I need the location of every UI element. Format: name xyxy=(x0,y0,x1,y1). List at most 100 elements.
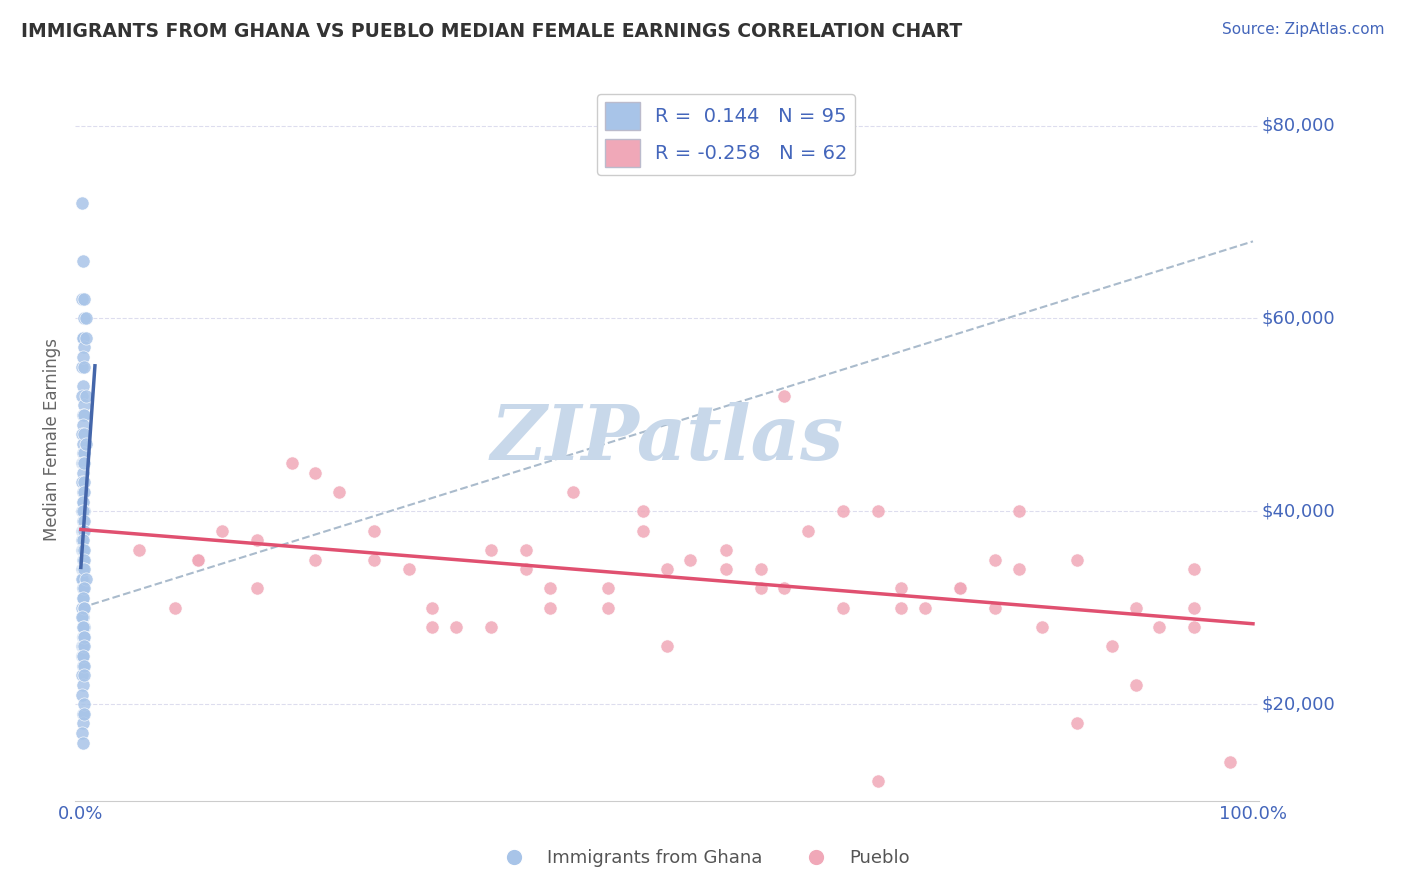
Point xyxy=(73,697,96,711)
Point xyxy=(70,456,93,470)
Point xyxy=(363,524,385,538)
Point xyxy=(73,620,96,634)
Point xyxy=(984,600,1007,615)
Point xyxy=(70,572,93,586)
Point xyxy=(73,552,96,566)
Point xyxy=(479,542,502,557)
Point xyxy=(72,716,94,731)
Point xyxy=(1182,600,1205,615)
Point xyxy=(72,610,94,624)
Point xyxy=(73,456,96,470)
Point xyxy=(72,648,94,663)
Legend: Immigrants from Ghana, Pueblo: Immigrants from Ghana, Pueblo xyxy=(489,842,917,874)
Point xyxy=(72,379,94,393)
Y-axis label: Median Female Earnings: Median Female Earnings xyxy=(44,337,60,541)
Text: $60,000: $60,000 xyxy=(1261,310,1334,327)
Point xyxy=(187,552,209,566)
Point xyxy=(1182,562,1205,576)
Point xyxy=(75,331,97,345)
Point xyxy=(72,542,94,557)
Point xyxy=(73,668,96,682)
Point xyxy=(72,591,94,606)
Point xyxy=(714,562,737,576)
Point xyxy=(72,678,94,692)
Point xyxy=(73,475,96,490)
Point xyxy=(70,524,93,538)
Point xyxy=(163,600,186,615)
Point xyxy=(866,504,889,518)
Point xyxy=(598,582,620,596)
Point xyxy=(304,552,326,566)
Point xyxy=(773,582,796,596)
Point xyxy=(128,542,150,557)
Point xyxy=(70,688,93,702)
Point xyxy=(1007,562,1029,576)
Point xyxy=(72,446,94,460)
Point xyxy=(72,591,94,606)
Point xyxy=(70,427,93,442)
Point xyxy=(984,552,1007,566)
Point xyxy=(75,437,97,451)
Point xyxy=(73,359,96,374)
Point xyxy=(72,253,94,268)
Point xyxy=(72,572,94,586)
Point xyxy=(1125,678,1147,692)
Point xyxy=(444,620,467,634)
Point xyxy=(73,514,96,528)
Point xyxy=(1218,755,1240,769)
Point xyxy=(73,446,96,460)
Text: ZIPatlas: ZIPatlas xyxy=(491,402,844,476)
Point xyxy=(72,640,94,654)
Point xyxy=(70,475,93,490)
Point xyxy=(72,494,94,508)
Point xyxy=(422,600,444,615)
Point xyxy=(1101,640,1123,654)
Point xyxy=(714,542,737,557)
Point xyxy=(72,658,94,673)
Point xyxy=(538,600,561,615)
Point xyxy=(890,582,912,596)
Point xyxy=(281,456,304,470)
Point xyxy=(70,292,93,306)
Point xyxy=(73,582,96,596)
Point xyxy=(73,524,96,538)
Point xyxy=(72,582,94,596)
Point xyxy=(73,562,96,576)
Text: IMMIGRANTS FROM GHANA VS PUEBLO MEDIAN FEMALE EARNINGS CORRELATION CHART: IMMIGRANTS FROM GHANA VS PUEBLO MEDIAN F… xyxy=(21,22,962,41)
Point xyxy=(749,562,772,576)
Point xyxy=(72,417,94,432)
Point xyxy=(72,630,94,644)
Point xyxy=(72,600,94,615)
Point xyxy=(75,311,97,326)
Point xyxy=(72,331,94,345)
Point xyxy=(679,552,702,566)
Point xyxy=(72,504,94,518)
Point xyxy=(562,485,585,500)
Point xyxy=(304,466,326,480)
Point xyxy=(866,774,889,789)
Point xyxy=(70,562,93,576)
Point xyxy=(70,640,93,654)
Point xyxy=(949,582,972,596)
Point xyxy=(73,408,96,422)
Point xyxy=(187,552,209,566)
Point xyxy=(75,572,97,586)
Point xyxy=(73,630,96,644)
Point xyxy=(749,582,772,596)
Point xyxy=(363,552,385,566)
Point xyxy=(890,600,912,615)
Point xyxy=(831,600,853,615)
Point xyxy=(72,524,94,538)
Point xyxy=(70,668,93,682)
Point xyxy=(75,389,97,403)
Point xyxy=(73,542,96,557)
Point xyxy=(73,485,96,500)
Text: $20,000: $20,000 xyxy=(1261,695,1334,714)
Point xyxy=(70,533,93,548)
Point xyxy=(515,562,537,576)
Point xyxy=(246,582,269,596)
Point xyxy=(72,736,94,750)
Point xyxy=(1125,600,1147,615)
Point xyxy=(73,504,96,518)
Point xyxy=(70,726,93,740)
